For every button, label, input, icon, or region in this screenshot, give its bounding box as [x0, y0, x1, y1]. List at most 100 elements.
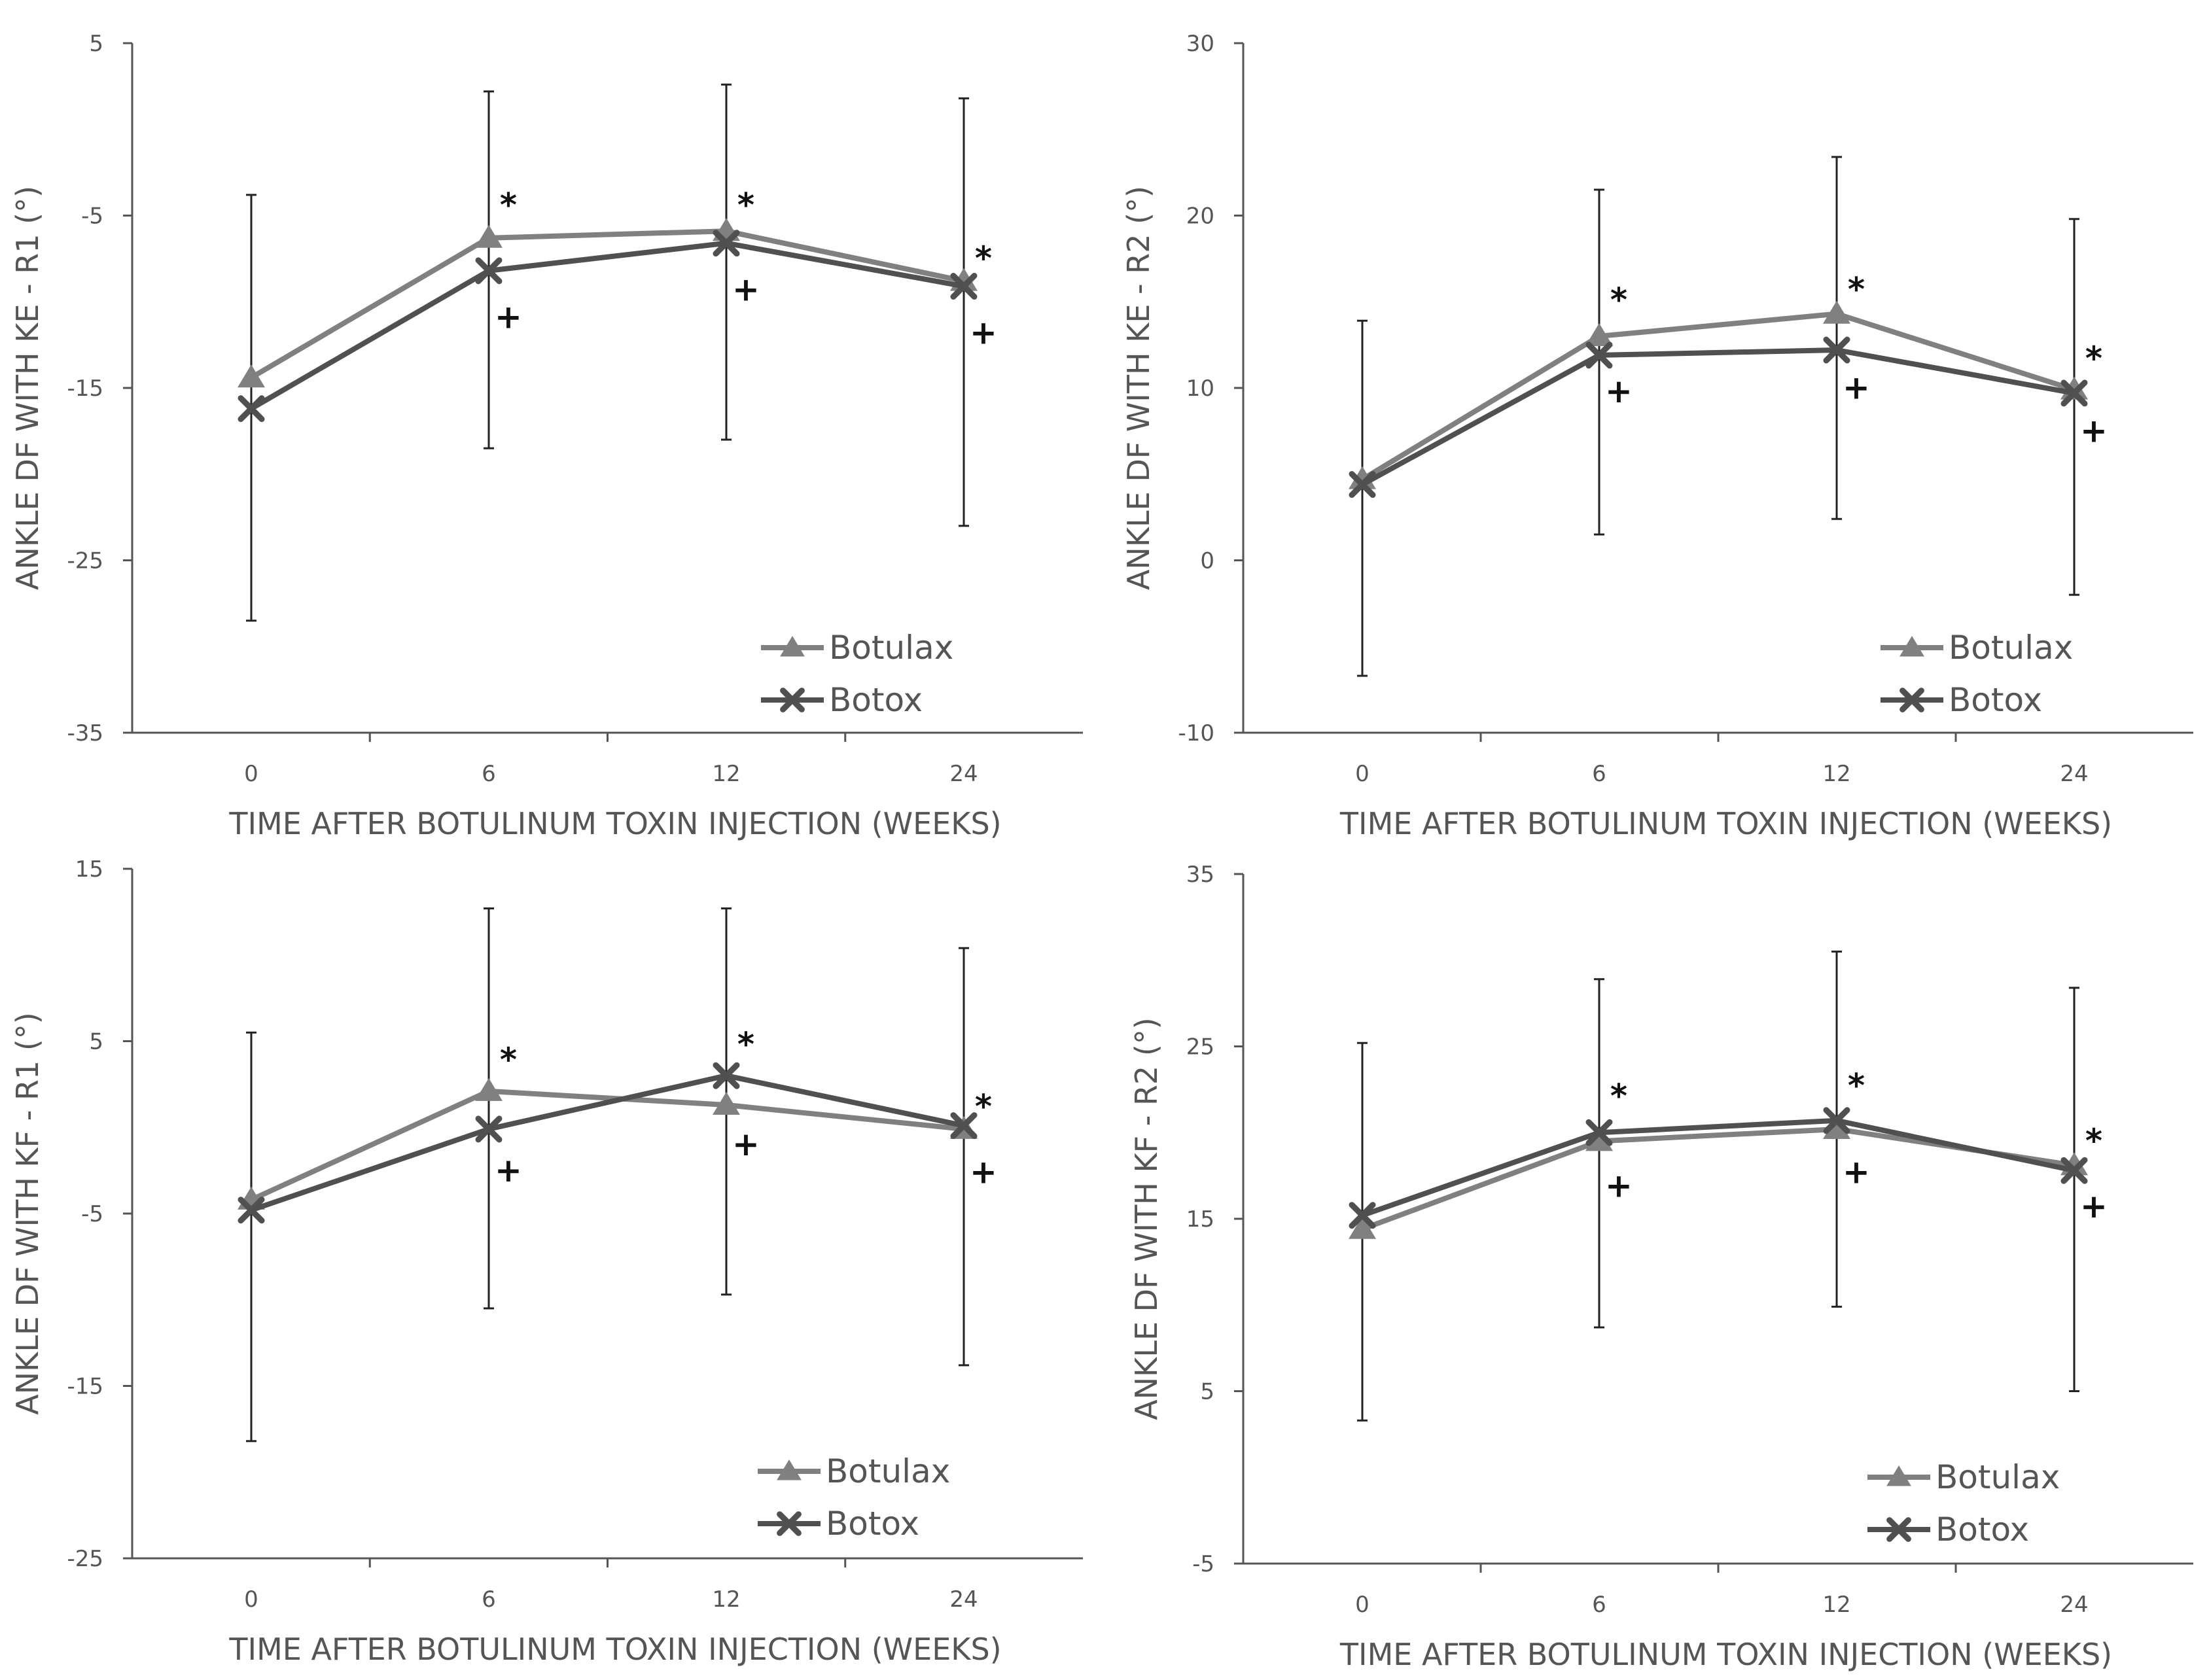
legend-marker: [1886, 1465, 1911, 1486]
x-tick-label: 24: [2060, 1592, 2088, 1618]
data-point-botox-stroke-b: [950, 273, 978, 300]
data-point-botox-stroke-b: [2060, 1157, 2088, 1184]
x-axis-title: TIME AFTER BOTULINUM TOXIN INJECTION (WE…: [1339, 806, 2112, 841]
series-line-botulax: [250, 1088, 964, 1202]
data-point-botox-stroke-b: [950, 1112, 978, 1140]
data-point-botox-stroke-b: [1823, 1107, 1850, 1134]
y-tick-label: 30: [1186, 31, 1214, 57]
x-tick-label: 0: [1355, 761, 1370, 787]
legend-label: Botulax: [829, 629, 953, 667]
data-point-botulax: [1823, 300, 1850, 324]
legend-marker: [780, 688, 805, 712]
chart-panel-3: 15 5 -5 -15 -25 0 6 12 24 TIME AFTER BOTULINUM TO…: [10, 856, 1083, 1667]
significance-plus: +: [2080, 412, 2108, 450]
data-point-botulax: [238, 364, 265, 388]
data-point-botox: [1823, 336, 1850, 364]
data-point-botox-stroke-b: [1585, 341, 1613, 369]
data-point-botulax: [1349, 1216, 1376, 1239]
chart-panel-1: 5 -5 -15 -25 -35 0 6 12 24 TIME AFTER BOTULINUM T…: [10, 31, 1083, 841]
data-point-botox: [475, 257, 503, 285]
data-point-botox-stroke-b: [1349, 471, 1376, 499]
data-point-botox: [2060, 379, 2088, 407]
significance-plus: +: [1605, 372, 1633, 410]
x-tick-label: 0: [1355, 1592, 1370, 1618]
significance-star: *: [975, 1087, 992, 1125]
series-line-botulax: [249, 228, 964, 380]
significance-plus: +: [1605, 1167, 1633, 1205]
legend-item-botulax: Botulax: [761, 629, 953, 667]
legend-marker: [777, 1460, 802, 1480]
significance-star: *: [500, 186, 517, 224]
data-point-botulax: [1585, 323, 1613, 346]
y-tick-label: 5: [1200, 1379, 1214, 1405]
data-point-botox: [1823, 1107, 1850, 1134]
legend-marker: [1886, 1517, 1911, 1542]
data-point-botox: [713, 1062, 740, 1089]
y-tick-label: -15: [67, 376, 103, 402]
y-tick-label: -25: [67, 548, 103, 574]
y-tick-label: -25: [67, 1546, 103, 1572]
data-point-botox: [1585, 1119, 1613, 1146]
legend-marker-stroke-b: [1886, 1517, 1911, 1542]
series-line-botox: [1361, 1117, 2075, 1218]
x-tick-label: 12: [712, 761, 740, 787]
legend-marker: [1900, 636, 1924, 657]
y-axis-title: ANKLE DF WITH KE - R2 (°): [1121, 186, 1156, 590]
legend-item-botulax: Botulax: [1867, 1458, 2060, 1496]
series-line-botox: [1361, 347, 2075, 487]
significance-plus: +: [495, 298, 522, 336]
legend-item-botulax: Botulax: [758, 1452, 950, 1490]
significance-star: *: [737, 186, 754, 224]
x-tick-label: 12: [712, 1586, 740, 1613]
y-tick-label: -10: [1178, 720, 1214, 746]
significance-plus: +: [1843, 369, 1870, 407]
series-line-botox: [249, 240, 964, 411]
data-point-botulax: [1585, 1128, 1613, 1151]
data-point-botox-stroke-b: [1349, 1202, 1376, 1229]
data-point-botox: [950, 273, 978, 300]
legend-marker: [1900, 688, 1924, 712]
y-tick-label: -5: [81, 1201, 103, 1227]
data-point-botox-stroke-b: [1585, 1119, 1613, 1146]
x-tick-label: 24: [949, 1586, 978, 1613]
x-tick-label: 24: [949, 761, 978, 787]
legend-item-botulax: Botulax: [1881, 629, 2073, 667]
series-line-botox: [250, 1073, 964, 1213]
legend-item-botox: Botox: [1867, 1511, 2029, 1549]
data-point-botox-stroke-b: [1823, 336, 1850, 364]
x-tick-label: 6: [1592, 761, 1606, 787]
y-tick-label: 25: [1186, 1034, 1214, 1060]
legend-label: Botulax: [1935, 1458, 2060, 1496]
significance-plus: +: [732, 1125, 760, 1163]
y-tick-label: -5: [1192, 1551, 1214, 1577]
x-tick-label: 6: [482, 761, 496, 787]
x-tick-label: 12: [1822, 761, 1850, 787]
legend-label: Botulax: [826, 1452, 950, 1490]
legend-label: Botox: [829, 681, 923, 719]
data-point-botox: [1585, 341, 1613, 369]
data-point-botox: [1349, 1202, 1376, 1229]
significance-plus: +: [732, 270, 760, 308]
data-point-botulax: [1823, 1115, 1850, 1139]
significance-plus: +: [495, 1151, 522, 1189]
data-point-botox: [238, 1197, 265, 1224]
data-point-botox: [950, 1112, 978, 1140]
data-point-botox-stroke-b: [713, 1062, 740, 1089]
data-point-botox-stroke-b: [238, 1197, 265, 1224]
significance-star: *: [1610, 1077, 1627, 1115]
legend-marker: [780, 636, 805, 657]
y-tick-label: -15: [67, 1374, 103, 1400]
data-point-botulax: [713, 1091, 740, 1115]
x-tick-label: 0: [244, 1586, 258, 1613]
significance-star: *: [1848, 270, 1865, 308]
data-point-botox-stroke-b: [238, 395, 265, 423]
data-point-botox: [238, 395, 265, 423]
chart-panel-4: 35 25 15 5 -5 0 6 12 24 TIME AFTER BOTULINUM TOXI…: [1129, 862, 2193, 1672]
x-tick-label: 24: [2060, 761, 2088, 787]
significance-star: *: [975, 239, 992, 277]
x-tick-label: 6: [482, 1586, 496, 1613]
y-axis-title: ANKLE DF WITH KE - R1 (°): [10, 186, 45, 590]
data-point-botox-stroke-b: [2060, 379, 2088, 407]
y-tick-label: -35: [67, 720, 103, 746]
